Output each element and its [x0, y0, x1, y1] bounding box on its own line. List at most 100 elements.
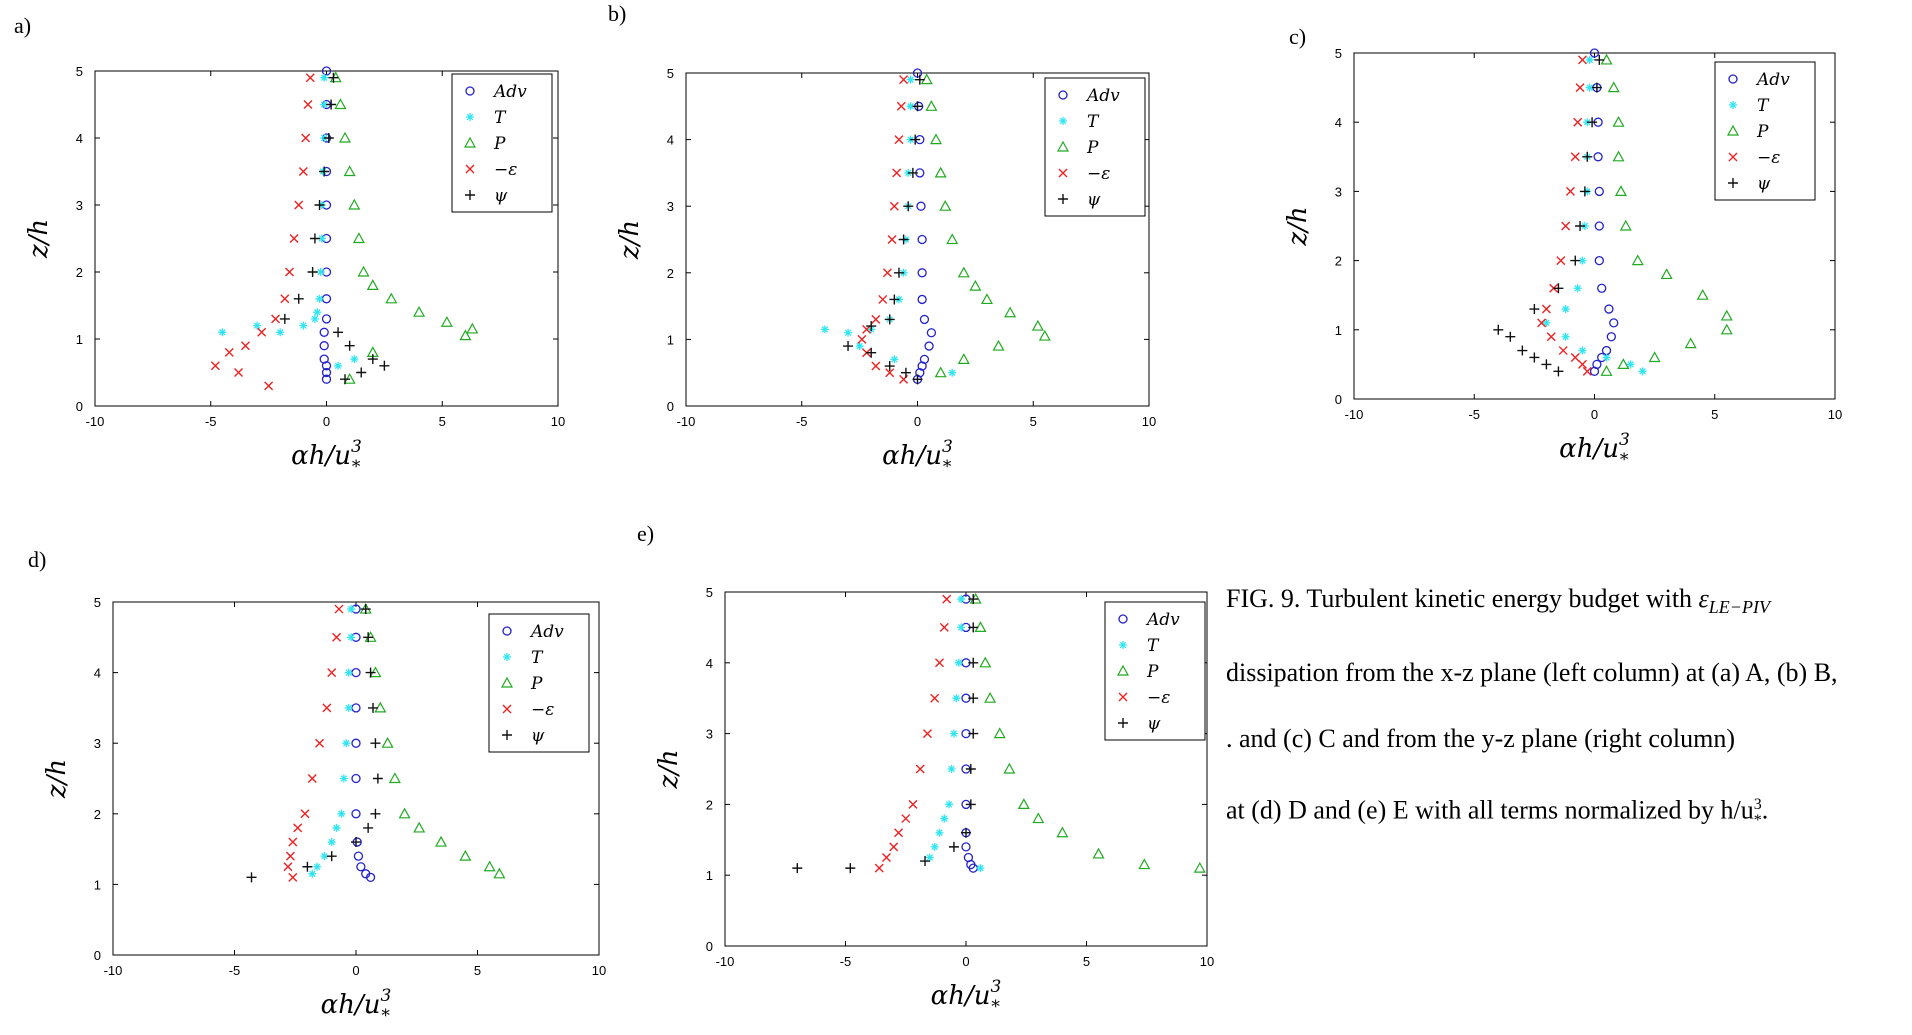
data-point-adv — [912, 68, 923, 78]
x-tick-label: 5 — [1030, 414, 1037, 429]
y-tick-label: 3 — [1335, 184, 1342, 199]
x-axis-label: αh/u3 * — [882, 437, 953, 477]
data-point-psi — [323, 133, 334, 143]
y-tick-label: 4 — [94, 666, 101, 681]
data-point-eps — [240, 341, 250, 351]
data-point-eps — [1577, 55, 1587, 65]
data-point-p — [1017, 798, 1030, 810]
data-point-p — [939, 199, 952, 211]
x-tick-label: -5 — [796, 414, 808, 429]
legend-marker — [1058, 90, 1068, 100]
legend-marker — [1118, 692, 1128, 702]
x-axis-label: αh/u3 * — [321, 986, 392, 1026]
data-point-p — [459, 849, 472, 861]
y-tick-label: 3 — [706, 727, 713, 742]
legend-marker — [1058, 168, 1068, 178]
data-point-p — [1660, 268, 1673, 280]
y-tick-label: 1 — [706, 868, 713, 883]
data-point-p — [440, 316, 453, 327]
data-point-p — [1631, 254, 1644, 266]
data-point-adv — [1594, 255, 1604, 266]
data-point-adv — [1594, 186, 1604, 197]
x-tick-label: 0 — [352, 963, 359, 978]
caption-line-2: dissipation from the x-z plane (left col… — [1226, 658, 1838, 688]
data-point-t — [347, 633, 356, 642]
data-point-psi — [903, 201, 914, 212]
data-point-psi — [340, 374, 351, 385]
data-point-psi — [843, 341, 854, 352]
data-point-eps — [315, 738, 325, 748]
data-point-t — [320, 73, 329, 82]
data-point-psi — [363, 822, 374, 833]
legend-box — [451, 73, 553, 213]
data-point-p — [957, 266, 970, 278]
data-point-t — [954, 658, 963, 667]
data-point-psi — [307, 267, 318, 277]
data-point-adv — [924, 341, 934, 351]
legend-box — [488, 613, 590, 753]
data-point-adv — [917, 294, 927, 305]
y-tick-label: 4 — [1335, 115, 1342, 130]
data-point-p — [398, 807, 411, 819]
data-point-p — [339, 131, 352, 143]
legend-marker — [1728, 178, 1738, 188]
data-point-psi — [907, 167, 918, 178]
data-point-t — [1561, 305, 1570, 314]
x-tick-label: 0 — [914, 414, 921, 429]
data-point-psi — [372, 773, 383, 784]
x-tick-label: 5 — [1083, 954, 1090, 969]
y-tick-label: 3 — [94, 736, 101, 751]
data-point-t — [310, 314, 319, 323]
data-point-p — [1720, 323, 1733, 335]
data-point-adv — [915, 368, 925, 378]
legend-label: P — [1146, 662, 1159, 682]
data-point-adv — [1589, 48, 1600, 58]
data-point-t — [906, 102, 915, 111]
legend-marker — [502, 730, 512, 740]
legend-label: Adv — [1755, 70, 1790, 90]
legend-marker — [503, 653, 511, 661]
data-point-psi — [328, 72, 339, 83]
data-point-psi — [314, 200, 325, 210]
data-point-psi — [1529, 304, 1540, 315]
data-point-p — [352, 232, 365, 244]
legend-label: −ε — [531, 700, 554, 720]
data-point-eps — [224, 347, 234, 357]
data-point-eps — [899, 75, 909, 85]
legend-label: T — [1757, 96, 1770, 116]
data-point-t — [342, 739, 351, 748]
data-point-p — [388, 772, 401, 784]
data-point-eps — [889, 842, 899, 852]
x-tick-label: 0 — [1591, 407, 1598, 422]
data-point-t — [820, 325, 829, 334]
data-point-t — [313, 308, 322, 317]
data-point-eps — [301, 133, 311, 143]
data-point-t — [1578, 346, 1587, 355]
data-point-adv — [916, 201, 926, 211]
data-point-eps — [930, 693, 940, 703]
data-point-p — [1612, 115, 1625, 127]
data-point-p — [381, 736, 394, 748]
data-point-psi — [1553, 366, 1564, 377]
data-point-p — [357, 265, 370, 277]
data-point-p — [1092, 847, 1105, 859]
data-point-adv — [926, 328, 937, 338]
data-point-psi — [1579, 186, 1590, 197]
legend-label: ψ — [1757, 174, 1771, 194]
data-point-p — [1193, 861, 1206, 873]
legend-label: T — [531, 648, 544, 668]
data-point-t — [976, 864, 985, 873]
data-point-p — [980, 293, 993, 305]
legend-marker — [465, 190, 475, 200]
data-point-p — [946, 233, 959, 245]
data-point-psi — [884, 361, 895, 372]
data-point-eps — [1565, 186, 1575, 196]
panel-label-e: e) — [637, 521, 655, 546]
data-point-t — [276, 328, 285, 337]
data-point-psi — [379, 360, 390, 371]
data-point-t — [334, 361, 343, 370]
data-point-t — [890, 355, 899, 364]
data-point-psi — [333, 327, 344, 338]
data-point-eps — [293, 823, 303, 833]
